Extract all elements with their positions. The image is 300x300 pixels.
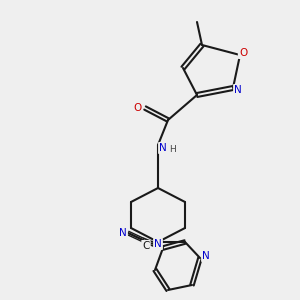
Text: N: N — [119, 228, 127, 238]
Text: C: C — [142, 241, 150, 251]
Text: N: N — [154, 239, 162, 249]
Text: O: O — [134, 103, 142, 113]
Text: N: N — [202, 251, 210, 261]
Text: N: N — [159, 143, 167, 153]
Text: H: H — [169, 146, 176, 154]
Text: N: N — [234, 85, 242, 95]
Text: O: O — [239, 48, 247, 58]
